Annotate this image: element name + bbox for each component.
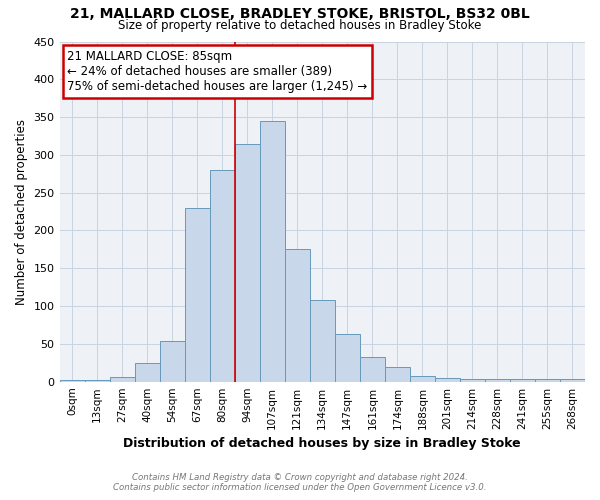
Bar bbox=[510, 380, 535, 382]
Bar bbox=[560, 380, 585, 382]
Bar bbox=[209, 170, 235, 382]
Bar bbox=[85, 380, 110, 382]
Bar bbox=[535, 380, 560, 382]
Bar bbox=[160, 341, 185, 382]
Bar bbox=[235, 144, 260, 382]
X-axis label: Distribution of detached houses by size in Bradley Stoke: Distribution of detached houses by size … bbox=[124, 437, 521, 450]
Bar bbox=[110, 377, 134, 382]
Text: Contains HM Land Registry data © Crown copyright and database right 2024.
Contai: Contains HM Land Registry data © Crown c… bbox=[113, 473, 487, 492]
Bar bbox=[360, 356, 385, 382]
Bar bbox=[185, 208, 209, 382]
Y-axis label: Number of detached properties: Number of detached properties bbox=[15, 118, 28, 304]
Bar bbox=[134, 363, 160, 382]
Bar bbox=[460, 380, 485, 382]
Bar bbox=[59, 380, 85, 382]
Bar bbox=[435, 378, 460, 382]
Bar bbox=[385, 368, 410, 382]
Text: 21 MALLARD CLOSE: 85sqm
← 24% of detached houses are smaller (389)
75% of semi-d: 21 MALLARD CLOSE: 85sqm ← 24% of detache… bbox=[67, 50, 368, 93]
Bar bbox=[335, 334, 360, 382]
Bar bbox=[260, 121, 285, 382]
Bar bbox=[410, 376, 435, 382]
Bar bbox=[485, 380, 510, 382]
Bar bbox=[285, 250, 310, 382]
Text: 21, MALLARD CLOSE, BRADLEY STOKE, BRISTOL, BS32 0BL: 21, MALLARD CLOSE, BRADLEY STOKE, BRISTO… bbox=[70, 8, 530, 22]
Text: Size of property relative to detached houses in Bradley Stoke: Size of property relative to detached ho… bbox=[118, 18, 482, 32]
Bar bbox=[310, 300, 335, 382]
